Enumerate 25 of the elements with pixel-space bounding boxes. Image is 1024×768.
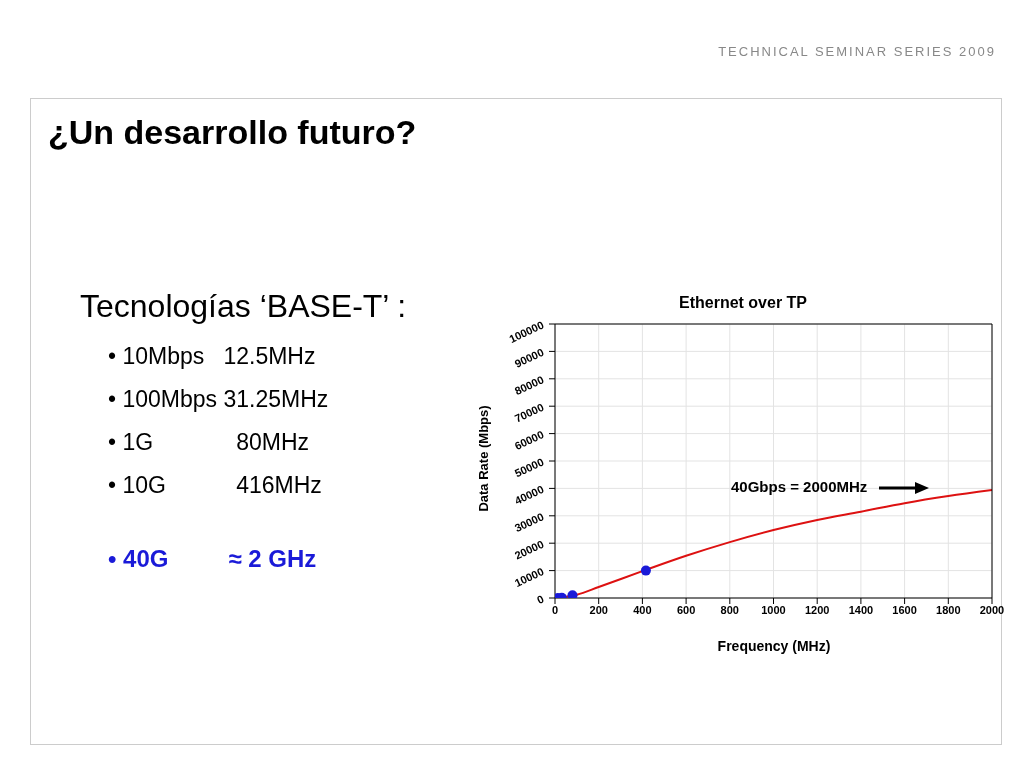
y-tick-label: 70000: [512, 400, 546, 425]
x-tick-label: 400: [633, 603, 652, 616]
text: • 1G 80MHz: [108, 429, 310, 456]
text: • 10G 416MHz: [108, 472, 322, 499]
text: TECHNICAL SEMINAR SERIES 2009: [718, 44, 996, 59]
text: Tecnologías ‘BASE-T’ :: [80, 288, 407, 325]
annotation: 40Gbps = 2000MHz: [731, 478, 868, 495]
x-tick-label: 0: [551, 603, 559, 616]
chart-title: Ethernet over TP: [678, 294, 808, 312]
x-tick-label: 1000: [761, 603, 786, 616]
text: • 100Mbps 31.25MHz: [108, 386, 329, 413]
text: ¿Un desarrollo futuro?: [48, 113, 417, 152]
text: • 40G ≈ 2 GHz: [108, 545, 317, 573]
x-tick-label: 1800: [936, 603, 961, 616]
y-axis-title: Data Rate (Mbps): [475, 403, 491, 514]
x-tick-label: 2000: [979, 603, 1005, 616]
x-tick-label: 600: [676, 603, 696, 616]
y-tick-label: 40000: [512, 482, 546, 507]
x-tick-label: 800: [720, 603, 739, 616]
x-tick-label: 1200: [804, 603, 830, 616]
x-tick-label: 1600: [892, 603, 917, 616]
x-tick-label: 200: [589, 603, 608, 616]
x-tick-label: 1400: [848, 603, 874, 616]
x-axis-title: Frequency (MHz): [716, 638, 832, 654]
text: • 10Mbps 12.5MHz: [108, 343, 316, 370]
